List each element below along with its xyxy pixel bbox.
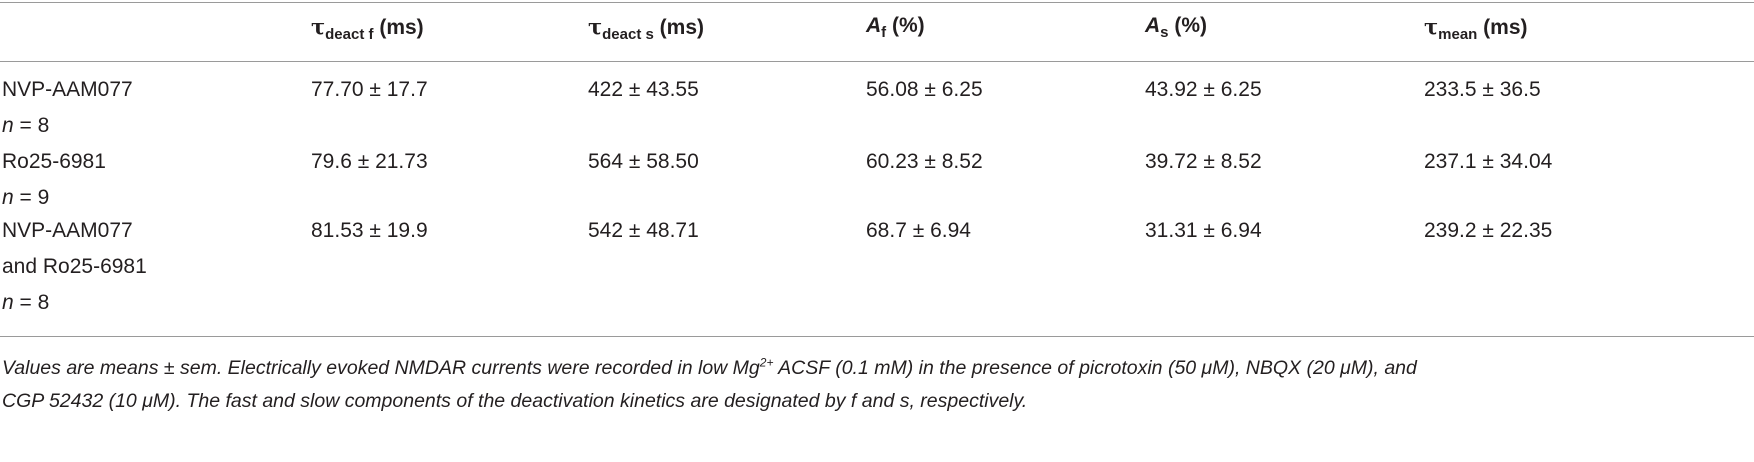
cell-tau-deact-f: 81.53 ± 19.9 [311, 219, 428, 242]
cell-tau-deact-s: 564 ± 58.50 [588, 150, 699, 173]
cell-tau-deact-f: 77.70 ± 17.7 [311, 78, 428, 101]
header-unit: (ms) [373, 16, 424, 39]
header-unit: (ms) [653, 16, 705, 39]
footnote-line-1: Values are means ± sem. Electrically evo… [2, 352, 1750, 385]
header-symbol: τ [588, 14, 603, 39]
footnote-superscript: 2+ [759, 355, 774, 370]
n-symbol: n [2, 291, 14, 314]
row-label: Ro25-6981 n = 9 [2, 144, 1754, 216]
cell-a-f: 68.7 ± 6.94 [866, 219, 971, 242]
footnote-text: ACSF (0.1 mM) in the presence of picroto… [773, 357, 1417, 379]
cell-a-s: 31.31 ± 6.94 [1145, 219, 1262, 242]
row-n-count: n = 9 [2, 180, 1754, 216]
table-header-row: τdeact f (ms) τdeact s (ms) Af (%) As (%… [0, 14, 1754, 54]
cell-tau-deact-s: 542 ± 48.71 [588, 219, 699, 242]
table-header-rule [0, 61, 1754, 62]
header-tau-deact-s: τdeact s (ms) [588, 14, 705, 43]
n-value: = 8 [13, 114, 50, 137]
header-unit: (ms) [1477, 16, 1528, 39]
row-label: NVP-AAM077 and Ro25-6981 n = 8 [2, 213, 1754, 321]
header-tau-deact-f: τdeact f (ms) [311, 14, 424, 43]
cell-tau-deact-f: 79.6 ± 21.73 [311, 150, 428, 173]
header-subscript: deact f [325, 26, 374, 43]
n-value: = 8 [13, 291, 50, 314]
footnote-line-2: CGP 52432 (10 μM). The fast and slow com… [2, 390, 1028, 412]
row-label-line: NVP-AAM077 [2, 219, 133, 242]
cell-a-f: 60.23 ± 8.52 [866, 150, 983, 173]
header-symbol: A [1145, 14, 1161, 37]
table-body: NVP-AAM077 n = 8 77.70 ± 17.7 422 ± 43.5… [0, 72, 1754, 321]
cell-tau-mean: 233.5 ± 36.5 [1424, 78, 1541, 101]
row-n-count: n = 8 [2, 108, 1754, 144]
header-subscript: mean [1438, 26, 1478, 43]
n-symbol: n [2, 114, 14, 137]
header-subscript: s [1160, 24, 1169, 41]
table-bottom-rule [0, 336, 1754, 337]
cell-tau-mean: 239.2 ± 22.35 [1424, 219, 1553, 242]
header-symbol: A [866, 14, 882, 37]
n-value: = 9 [13, 186, 50, 209]
table-top-rule [0, 2, 1754, 3]
header-unit: (%) [1168, 14, 1208, 37]
n-symbol: n [2, 186, 14, 209]
cell-tau-deact-s: 422 ± 43.55 [588, 78, 699, 101]
header-tau-mean: τmean (ms) [1424, 14, 1528, 43]
header-unit: (%) [886, 14, 925, 37]
row-label-line: Ro25-6981 [2, 150, 106, 173]
cell-a-f: 56.08 ± 6.25 [866, 78, 983, 101]
cell-tau-mean: 237.1 ± 34.04 [1424, 150, 1553, 173]
header-subscript: deact s [602, 26, 654, 43]
header-a-s: As (%) [1145, 14, 1208, 41]
header-a-f: Af (%) [866, 14, 925, 41]
header-symbol: τ [311, 14, 326, 39]
header-subscript: f [881, 24, 887, 41]
row-label-line: NVP-AAM077 [2, 78, 133, 101]
table-row: NVP-AAM077 and Ro25-6981 n = 8 81.53 ± 1… [0, 213, 1754, 321]
table-footnote: Values are means ± sem. Electrically evo… [2, 352, 1750, 418]
header-symbol: τ [1424, 14, 1439, 39]
row-label-line: and Ro25-6981 [2, 255, 147, 278]
cell-a-s: 39.72 ± 8.52 [1145, 150, 1262, 173]
table-row: NVP-AAM077 n = 8 77.70 ± 17.7 422 ± 43.5… [0, 72, 1754, 144]
row-label: NVP-AAM077 n = 8 [2, 72, 1754, 144]
cell-a-s: 43.92 ± 6.25 [1145, 78, 1262, 101]
footnote-text: Values are means ± sem. Electrically evo… [2, 357, 760, 379]
table-row: Ro25-6981 n = 9 79.6 ± 21.73 564 ± 58.50… [0, 144, 1754, 213]
row-n-count: n = 8 [2, 285, 1754, 321]
